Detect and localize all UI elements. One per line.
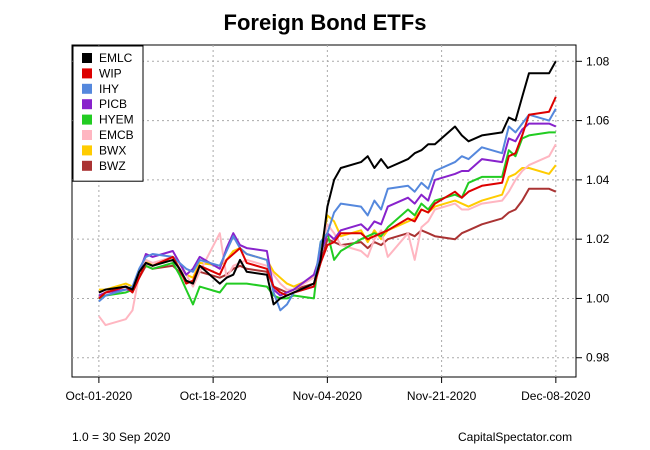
plot-area-frame [71,44,577,378]
legend-label-emcb: EMCB [99,128,134,142]
legend-label-ihy: IHY [99,82,119,96]
legend-swatch-hyem [82,114,92,125]
legend-label-hyem: HYEM [99,113,134,127]
y-tick-label: 1.04 [586,173,610,187]
legend-swatch-emlc [82,53,92,63]
x-tick-label: Dec-08-2020 [521,389,591,403]
legend-swatch-bwx [82,145,92,156]
baseline-footnote: 1.0 = 30 Sep 2020 [72,430,171,444]
x-tick-label: Nov-21-2020 [407,389,477,403]
series-line-emlc [98,60,557,306]
y-tick-label: 0.98 [586,351,610,365]
legend-label-bwz: BWZ [99,159,126,173]
y-tick-label: 1.06 [586,114,610,128]
x-tick-label: Oct-01-2020 [66,389,133,403]
legend-swatch-emcb [82,130,92,140]
legend-swatch-wip [82,68,92,79]
legend-swatch-picb [82,99,92,110]
x-tick-label: Oct-18-2020 [180,389,247,403]
grid-lines [72,45,576,377]
series-line-wip [98,96,557,300]
legend-label-picb: PICB [99,97,127,111]
chart-title: Foreign Bond ETFs [223,10,427,35]
legend-swatch-bwz [82,160,92,171]
y-tick-label: 1.02 [586,232,610,246]
legend-label-wip: WIP [99,66,122,80]
source-credit: CapitalSpectator.com [458,430,573,444]
y-tick-label: 1.08 [586,54,610,68]
legend-label-bwx: BWX [99,143,126,157]
axes: Oct-01-2020 Oct-18-2020 Nov-04-2020 Nov-21-… [66,54,610,403]
x-tick-label: Nov-04-2020 [293,389,363,403]
y-tick-label: 1.00 [586,291,610,305]
series-lines [98,60,557,327]
legend-swatch-ihy [82,83,92,94]
legend-label-emlc: EMLC [99,51,133,65]
